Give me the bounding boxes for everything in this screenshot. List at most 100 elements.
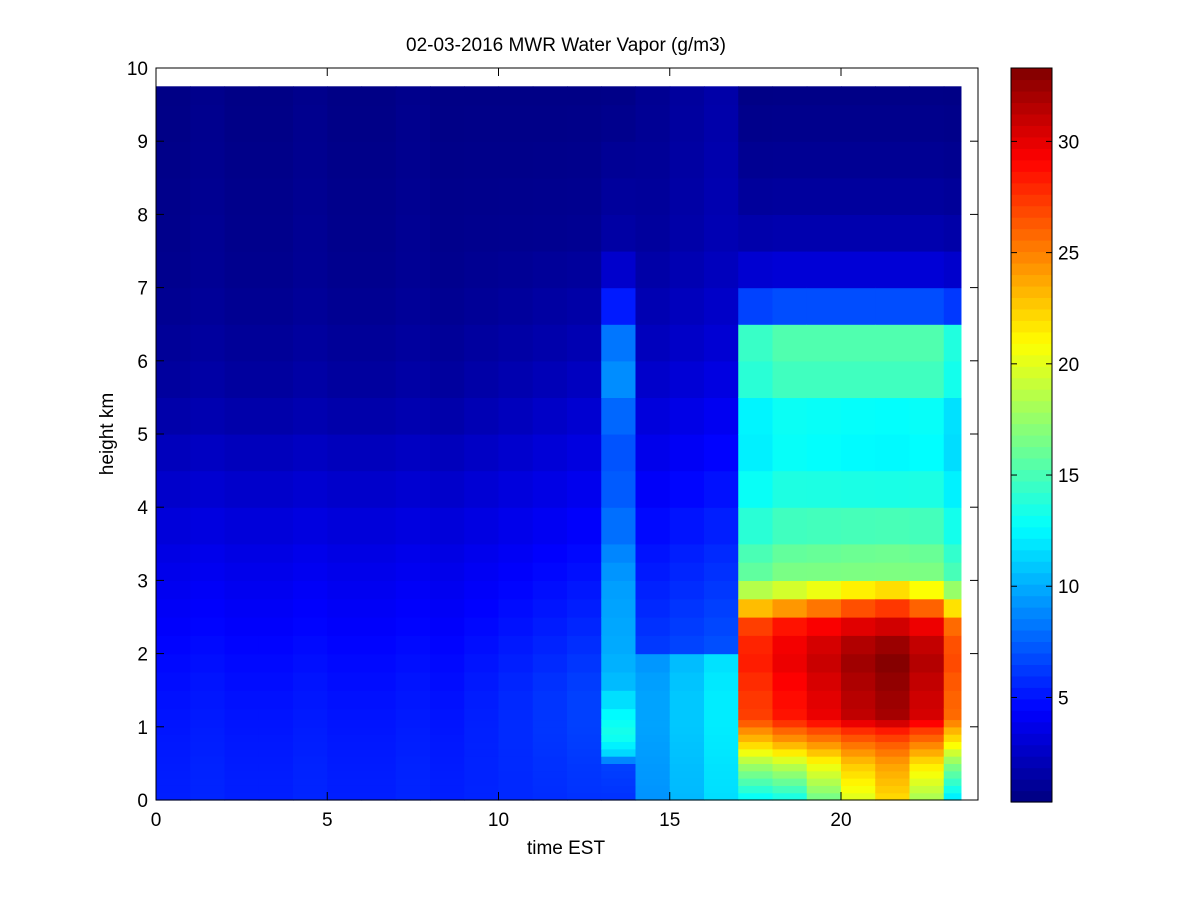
heatmap-cell: [532, 214, 568, 252]
heatmap-cell: [395, 741, 431, 750]
heatmap-cell: [772, 397, 808, 435]
heatmap-cell: [738, 470, 774, 508]
heatmap-cell: [395, 177, 431, 215]
heatmap-cell: [704, 690, 739, 710]
heatmap-cell: [635, 690, 671, 710]
heatmap-cell: [943, 617, 962, 636]
heatmap-cell: [806, 734, 842, 743]
heatmap-cell: [943, 763, 962, 772]
heatmap-cell: [875, 708, 911, 721]
heatmap-cell: [909, 507, 945, 545]
heatmap-cell: [943, 543, 962, 563]
colorbar-segment: [1011, 308, 1052, 321]
colorbar-segment: [1011, 698, 1052, 711]
heatmap-cell: [430, 653, 465, 673]
heatmap-cell: [190, 690, 226, 710]
heatmap-cell: [943, 251, 962, 289]
heatmap-cell: [532, 251, 568, 289]
heatmap-cell: [430, 580, 465, 600]
colorbar-segment: [1011, 262, 1052, 276]
heatmap-cell: [635, 726, 671, 735]
x-axis-ticks: 0 5 10 15 20: [151, 68, 852, 831]
heatmap-cell: [601, 785, 637, 794]
heatmap-cell: [738, 690, 774, 710]
heatmap-cell: [943, 598, 962, 618]
heatmap-cell: [567, 653, 602, 673]
heatmap-cell: [361, 734, 397, 743]
heatmap-cell: [875, 719, 911, 728]
y-tick-label: 0: [137, 791, 148, 812]
heatmap-cell: [704, 434, 739, 472]
heatmap-cell: [190, 214, 226, 252]
heatmap-cell: [738, 763, 774, 772]
heatmap-cell: [909, 635, 945, 655]
heatmap-cell: [601, 708, 637, 721]
heatmap-cell: [601, 763, 637, 772]
heatmap-cell: [909, 543, 945, 563]
heatmap-cell: [498, 792, 534, 801]
heatmap-cell: [464, 741, 500, 750]
heatmap-cell: [669, 470, 705, 508]
heatmap-cell: [567, 434, 602, 472]
heatmap-cell: [875, 635, 911, 655]
x-tick-label: 15: [659, 810, 680, 831]
heatmap-cell: [190, 756, 226, 764]
x-tick-label: 5: [322, 810, 333, 831]
heatmap-cell: [738, 726, 774, 735]
heatmap-cell: [943, 653, 962, 673]
heatmap-cell: [327, 543, 363, 563]
heatmap-cell: [601, 141, 637, 179]
heatmap-cell: [772, 251, 808, 289]
colorbar-segment: [1011, 503, 1052, 516]
heatmap-cell: [258, 434, 294, 472]
heatmap-cell: [669, 598, 705, 618]
heatmap-cell: [841, 719, 876, 728]
heatmap-cell: [190, 397, 226, 435]
heatmap-cell: [532, 598, 568, 618]
heatmap-cell: [772, 690, 808, 710]
heatmap-cell: [224, 562, 260, 581]
heatmap-cell: [190, 598, 226, 618]
heatmap-cell: [669, 177, 705, 215]
heatmap-cell: [498, 543, 534, 563]
colorbar-segment: [1011, 492, 1052, 505]
heatmap-cell: [532, 734, 568, 743]
heatmap-cell: [841, 324, 876, 362]
heatmap-cell: [738, 756, 774, 764]
heatmap-cell: [532, 360, 568, 398]
heatmap-cell: [635, 748, 671, 757]
heatmap-cell: [909, 671, 945, 691]
heatmap-cell: [806, 653, 842, 673]
heatmap-cell: [841, 177, 876, 215]
colorbar-segment: [1011, 366, 1052, 379]
heatmap-cell: [498, 653, 534, 673]
heatmap-cell: [841, 104, 876, 142]
heatmap-cell: [806, 748, 842, 757]
heatmap-cell: [635, 360, 671, 398]
heatmap-cell: [738, 708, 774, 721]
heatmap-cell: [806, 214, 842, 252]
heatmap-cell: [943, 734, 962, 743]
heatmap-cell: [156, 719, 191, 728]
heatmap-cell: [258, 763, 294, 772]
heatmap-cell: [909, 598, 945, 618]
heatmap-cell: [635, 397, 671, 435]
heatmap-cell: [909, 617, 945, 636]
heatmap-cell: [156, 562, 191, 581]
heatmap-cell: [909, 360, 945, 398]
heatmap-cell: [258, 770, 294, 779]
heatmap-cell: [464, 104, 500, 142]
heatmap-cell: [395, 635, 431, 655]
colorbar-segment: [1011, 457, 1052, 471]
colorbar-segment: [1011, 618, 1052, 631]
heatmap-cell: [601, 778, 637, 786]
heatmap-cell: [567, 141, 602, 179]
heatmap-cell: [635, 104, 671, 142]
heatmap-cell: [361, 719, 397, 728]
heatmap-cell: [532, 741, 568, 750]
heatmap-cell: [327, 177, 363, 215]
heatmap-cell: [841, 287, 876, 325]
heatmap-cell: [327, 719, 363, 728]
heatmap-cell: [669, 770, 705, 779]
heatmap-cell: [327, 470, 363, 508]
